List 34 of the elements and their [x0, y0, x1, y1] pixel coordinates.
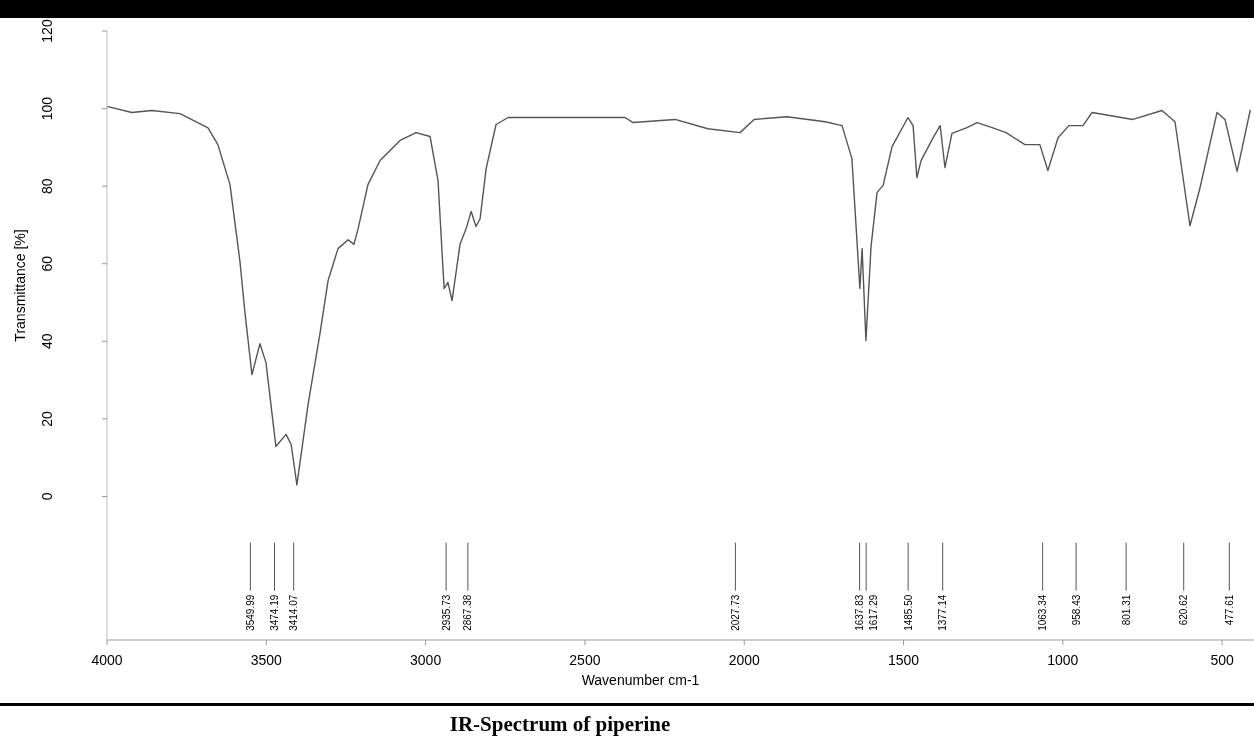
x-tick-label: 4000 — [91, 652, 123, 668]
x-tick-label: 2500 — [569, 652, 601, 668]
x-tick-label: 1500 — [887, 652, 920, 668]
ref-line-label: 3549.99 — [244, 594, 256, 631]
ref-line-label: 958.43 — [1070, 594, 1082, 626]
y-tick-label: 120 — [39, 19, 55, 43]
y-tick-label: 80 — [39, 178, 55, 194]
y-tick-label: 0 — [39, 492, 55, 501]
x-tick-label: 500 — [1210, 652, 1235, 668]
ref-line-label: 3414.07 — [288, 594, 300, 631]
ref-line-label: 1063.34 — [1037, 594, 1049, 631]
x-tick-label: 3500 — [250, 652, 283, 668]
y-tick-label: 20 — [39, 410, 55, 427]
ref-line-label: 801.31 — [1120, 594, 1132, 626]
x-axis-title: Wavenumber cm-1 — [581, 672, 700, 688]
ref-line-label: 1485.50 — [902, 594, 914, 631]
y-tick-label: 60 — [39, 255, 55, 272]
x-tick-label: 1000 — [1047, 652, 1079, 668]
ref-line-label: 1377.14 — [937, 594, 949, 631]
text: IR-Spectrum of piperine — [449, 712, 671, 736]
ref-line-label: 2935.73 — [440, 594, 452, 631]
ref-line-label: 2027.73 — [729, 594, 741, 631]
y-axis-title: Transmittance [%] — [12, 229, 28, 342]
x-tick-label: 2000 — [728, 652, 760, 668]
ref-line-label: 3474.19 — [269, 594, 281, 631]
ref-line-label: 620.62 — [1178, 594, 1190, 626]
y-tick-label: 100 — [39, 96, 55, 121]
ref-line-label: 477.61 — [1223, 594, 1235, 626]
ref-line-label: 1617.29 — [868, 594, 880, 631]
ref-line-label: 2867.38 — [462, 594, 474, 631]
line-series — [107, 105, 1251, 486]
y-tick-label: 40 — [39, 333, 55, 350]
ref-line-label: 1637.83 — [854, 594, 866, 631]
x-tick-label: 3000 — [410, 652, 442, 668]
